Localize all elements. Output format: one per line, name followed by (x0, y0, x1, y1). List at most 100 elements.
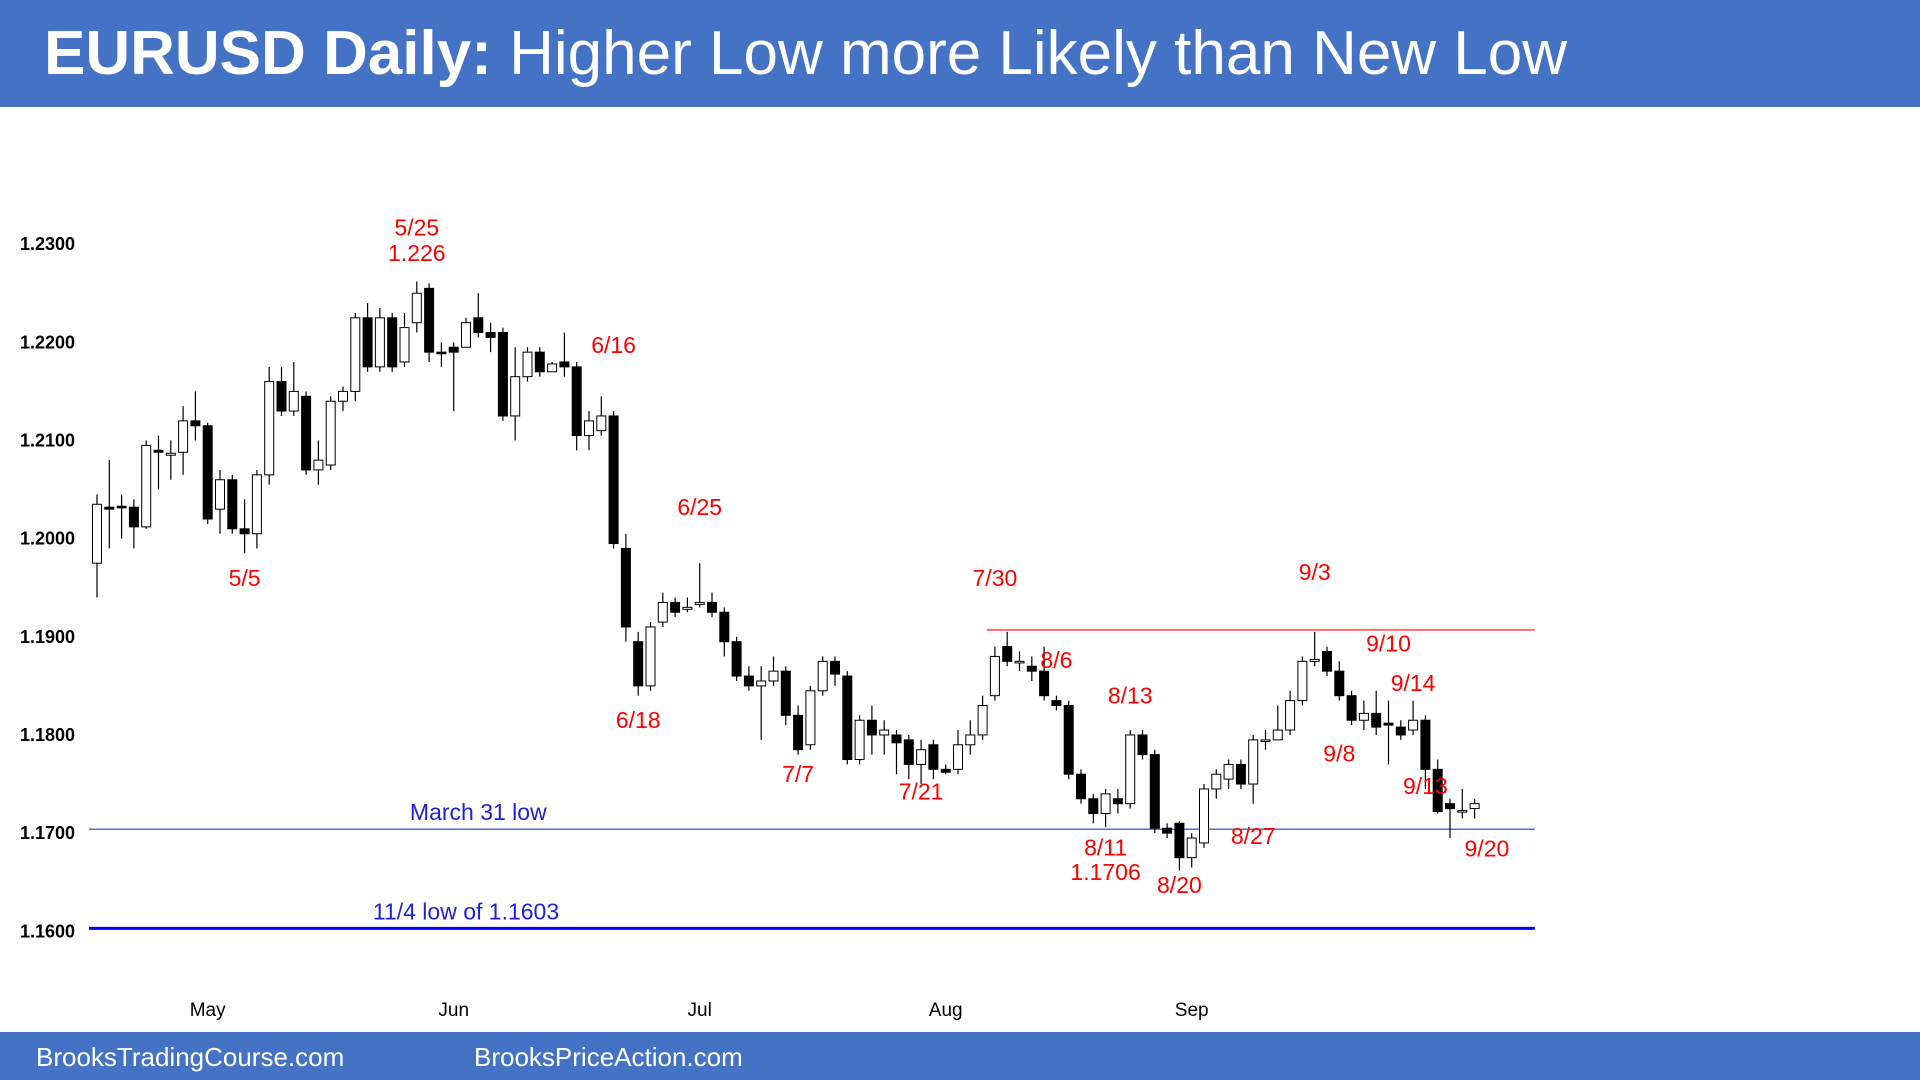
bull-candle (584, 420, 594, 437)
bear-candle (1174, 822, 1185, 859)
bull-candle (1408, 719, 1419, 731)
x-tick-label: Sep (1175, 1000, 1209, 1021)
annotation-label: 1.1706 (1070, 859, 1140, 885)
bear-candle (1383, 722, 1394, 726)
bull-candle (916, 749, 927, 765)
bear-candle (239, 528, 250, 535)
y-tick-label: 1.2300 (20, 234, 75, 254)
bull-candle (879, 729, 890, 736)
bear-candle (670, 601, 681, 613)
title-rest: Higher Low more Likely than New Low (509, 19, 1568, 88)
annotation-label: 8/13 (1108, 683, 1153, 709)
bull-candle (92, 503, 102, 564)
bear-candle (608, 415, 619, 545)
bear-candle (903, 739, 914, 765)
bear-candle (485, 332, 496, 338)
annotation-label: 8/11 (1084, 835, 1127, 861)
bear-candle (1039, 670, 1050, 697)
bull-candle (1199, 788, 1209, 844)
bull-candle (325, 400, 336, 466)
bull-candle (989, 655, 1000, 697)
candlestick-chart: 1.2300 1.2200 1.2100 1.2000 1.1900 1.1800 1.17… (20, 214, 1535, 1021)
bear-candle (559, 361, 570, 368)
bull-candle (399, 327, 410, 363)
bear-candle (1137, 734, 1148, 756)
bull-candle (1358, 712, 1369, 721)
bear-candle (719, 611, 730, 643)
bear-candle (116, 505, 127, 509)
y-tick-label: 1.1700 (20, 823, 75, 843)
bull-candle (215, 479, 225, 510)
bull-candle (1100, 793, 1111, 814)
annotation-label: 8/6 (1040, 647, 1072, 673)
bull-candle (264, 381, 275, 476)
annotation-label: 8/20 (1157, 872, 1202, 898)
bull-candle (1260, 739, 1271, 742)
bull-candle (596, 415, 607, 432)
y-tick-label: 1.2000 (20, 529, 75, 549)
bull-candle (1223, 763, 1234, 780)
bull-candle (1297, 660, 1308, 702)
bear-candle (780, 670, 791, 716)
bear-candle (473, 317, 484, 334)
bear-candle (1076, 773, 1086, 800)
bear-candle (620, 547, 631, 628)
bull-candle (1272, 729, 1283, 741)
bear-candle (743, 675, 754, 687)
bull-candle (522, 351, 533, 378)
bear-candle (153, 449, 164, 453)
bear-candle (1002, 646, 1013, 662)
bull-candle (977, 705, 988, 736)
title-bold: EURUSD Daily: (44, 19, 492, 88)
title-banner: EURUSD Daily: Higher Low more Likely tha… (0, 0, 1920, 107)
bear-candle (928, 744, 939, 770)
y-tick-label: 1.1900 (20, 627, 75, 647)
bear-candle (707, 601, 717, 613)
bull-candle (510, 376, 521, 417)
bear-candle (1420, 719, 1431, 770)
bull-candle (547, 363, 558, 373)
footer-right-link[interactable]: BrooksPriceAction.com (474, 1042, 743, 1072)
annotation-label: 6/16 (591, 332, 636, 358)
bear-candle (1322, 651, 1332, 672)
bull-candle (338, 390, 348, 402)
annotation-label: 5/25 (394, 214, 439, 240)
annotation-label: 9/14 (1391, 670, 1436, 696)
x-axis-ticks: May Jun Jul Aug Sep (190, 1000, 1209, 1021)
bear-candle (227, 479, 238, 530)
bull-candle (1186, 837, 1197, 859)
bear-candle (793, 714, 804, 751)
bear-candle (1112, 798, 1123, 805)
bear-candle (1371, 712, 1382, 728)
annotation-label: 6/25 (677, 494, 722, 520)
y-tick-label: 1.2200 (20, 332, 75, 352)
bull-candle (854, 719, 865, 760)
bear-candle (104, 506, 115, 510)
bear-candle (276, 381, 287, 412)
bear-candle (866, 719, 877, 736)
bear-candle (128, 506, 139, 528)
bull-candle (768, 670, 779, 682)
annotation-label: 7/7 (782, 761, 814, 787)
y-axis-ticks: 1.2300 1.2200 1.2100 1.2000 1.1900 1.1800 1.17… (20, 234, 75, 941)
footer-banner: BrooksTradingCourse.com BrooksPriceActio… (0, 1032, 1920, 1080)
bear-candle (497, 332, 508, 417)
bull-candle (817, 660, 828, 692)
annotation-label: 9/13 (1403, 773, 1448, 799)
bear-candle (534, 351, 545, 373)
bear-candle (1235, 763, 1246, 785)
annotation-label: 9/8 (1323, 740, 1355, 766)
bear-candle (1149, 754, 1160, 829)
annotation-label: 6/18 (616, 707, 661, 733)
bull-candle (350, 317, 361, 392)
footer-left-link[interactable]: BrooksTradingCourse.com (36, 1042, 345, 1072)
bull-candle (1457, 810, 1468, 813)
bull-candle (374, 317, 385, 368)
bull-candle (1014, 660, 1025, 664)
bear-candle (1051, 700, 1062, 707)
bear-candle (448, 346, 459, 353)
level-line-label: March 31 low (410, 799, 547, 825)
bull-candle (682, 606, 693, 610)
bear-candle (1026, 665, 1037, 672)
bear-candle (1395, 726, 1406, 736)
